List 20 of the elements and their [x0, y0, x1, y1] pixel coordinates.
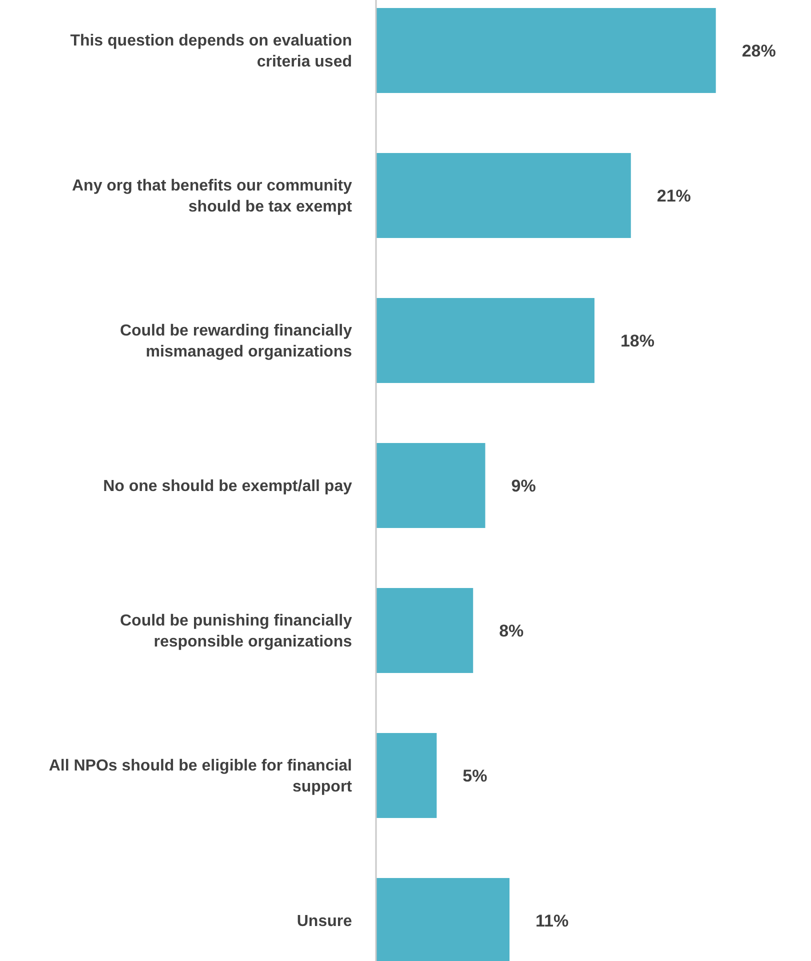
- data-label: 18%: [620, 331, 654, 350]
- y-tick-label: Could be rewarding financially mismanaged organizations: [120, 322, 352, 361]
- bar: [376, 153, 631, 238]
- bar: [376, 443, 486, 528]
- y-tick-label: All NPOs should be eligible for financial support: [48, 758, 353, 796]
- y-tick-label: This question depends on evaluation criteria used: [70, 32, 352, 71]
- y-tick-label: No one should be exempt/all pay: [103, 478, 352, 496]
- data-label: 21%: [656, 186, 691, 206]
- data-label: 11%: [536, 911, 569, 930]
- y-tick-label: Unsure: [296, 913, 352, 930]
- bar: [376, 298, 594, 383]
- bar: [376, 733, 437, 818]
- y-tick-label: Any org that benefits our community should be tax exempt: [72, 178, 353, 216]
- bar: [376, 588, 474, 673]
- bar: [376, 8, 716, 93]
- data-label: 8%: [499, 621, 524, 640]
- y-tick-label: Could be punishing financially responsible organizations: [120, 612, 352, 651]
- data-label: 9%: [511, 476, 536, 496]
- data-label: 5%: [462, 766, 488, 786]
- data-label: 28%: [742, 41, 776, 60]
